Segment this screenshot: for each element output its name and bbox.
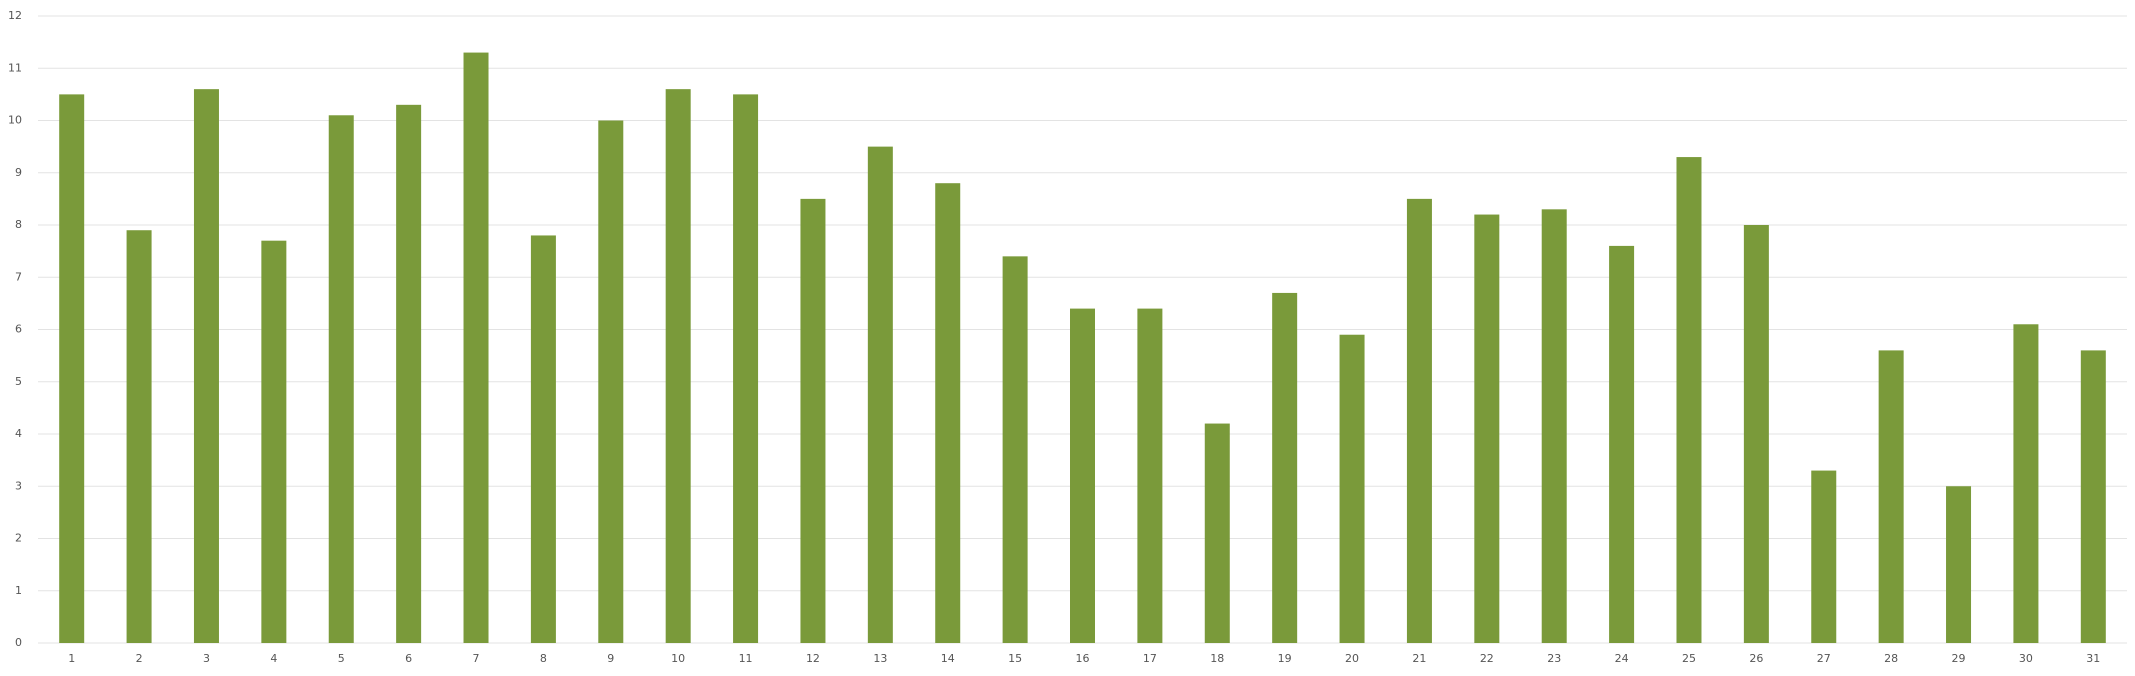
x-tick-label: 27 <box>1817 652 1831 665</box>
y-tick-label: 0 <box>15 636 22 649</box>
y-tick-label: 6 <box>15 323 22 336</box>
y-tick-label: 9 <box>15 166 22 179</box>
x-tick-label: 29 <box>1952 652 1966 665</box>
x-tick-label: 7 <box>473 652 480 665</box>
x-tick-label: 11 <box>739 652 753 665</box>
bar <box>193 89 219 643</box>
bar <box>1743 225 1769 643</box>
bar <box>530 235 556 643</box>
bar <box>1070 308 1095 643</box>
x-tick-label: 15 <box>1008 652 1022 665</box>
bar <box>463 52 489 643</box>
bar <box>935 183 961 643</box>
bar <box>598 120 624 643</box>
x-tick-label: 31 <box>2086 652 2100 665</box>
bar <box>1406 198 1432 643</box>
x-tick-label: 13 <box>873 652 887 665</box>
x-tick-label: 4 <box>270 652 277 665</box>
y-tick-label: 1 <box>15 584 22 597</box>
x-tick-label: 5 <box>338 652 345 665</box>
bar <box>1676 157 1702 643</box>
y-tick-label: 8 <box>15 218 22 231</box>
y-tick-label: 3 <box>15 479 22 492</box>
bar <box>1339 334 1365 643</box>
x-tick-label: 25 <box>1682 652 1696 665</box>
bar <box>59 94 85 643</box>
y-tick-label: 10 <box>8 114 22 127</box>
x-tick-label: 30 <box>2019 652 2033 665</box>
bar <box>1609 245 1635 643</box>
bar <box>396 104 422 643</box>
x-tick-label: 21 <box>1412 652 1426 665</box>
x-tick-label: 10 <box>671 652 685 665</box>
bar <box>1474 214 1500 644</box>
x-tick-label: 9 <box>607 652 614 665</box>
bar <box>1272 292 1298 643</box>
x-tick-label: 6 <box>405 652 412 665</box>
bar <box>261 240 287 644</box>
x-tick-label: 28 <box>1884 652 1898 665</box>
x-tick-label: 24 <box>1615 652 1629 665</box>
x-tick-label: 23 <box>1547 652 1561 665</box>
bar <box>800 198 826 643</box>
y-tick-label: 4 <box>15 427 22 440</box>
x-tick-label: 20 <box>1345 652 1359 665</box>
y-tick-label: 5 <box>15 375 22 388</box>
y-tick-label: 7 <box>15 270 22 283</box>
x-tick-label: 16 <box>1076 652 1090 665</box>
bar <box>1811 470 1837 643</box>
bar <box>2013 324 2039 643</box>
bar <box>867 146 893 643</box>
x-tick-label: 8 <box>540 652 547 665</box>
bar <box>126 230 152 643</box>
x-tick-label: 2 <box>136 652 143 665</box>
bar <box>1541 209 1567 643</box>
y-tick-label: 2 <box>15 532 22 545</box>
x-tick-label: 12 <box>806 652 820 665</box>
x-tick-label: 26 <box>1749 652 1763 665</box>
bar <box>733 94 759 643</box>
y-tick-label: 11 <box>8 61 22 74</box>
bar <box>1137 308 1163 643</box>
x-tick-label: 22 <box>1480 652 1494 665</box>
x-tick-label: 18 <box>1210 652 1224 665</box>
y-tick-label: 12 <box>8 9 22 22</box>
x-tick-label: 1 <box>68 652 75 665</box>
bar <box>328 115 354 643</box>
x-tick-label: 14 <box>941 652 955 665</box>
bar <box>1204 423 1230 643</box>
bar <box>1878 350 1904 643</box>
bar <box>665 89 691 643</box>
bar <box>2080 350 2106 643</box>
x-tick-label: 17 <box>1143 652 1157 665</box>
x-tick-label: 19 <box>1278 652 1292 665</box>
bar <box>1946 486 1972 643</box>
x-tick-label: 3 <box>203 652 210 665</box>
bar <box>1002 256 1028 643</box>
